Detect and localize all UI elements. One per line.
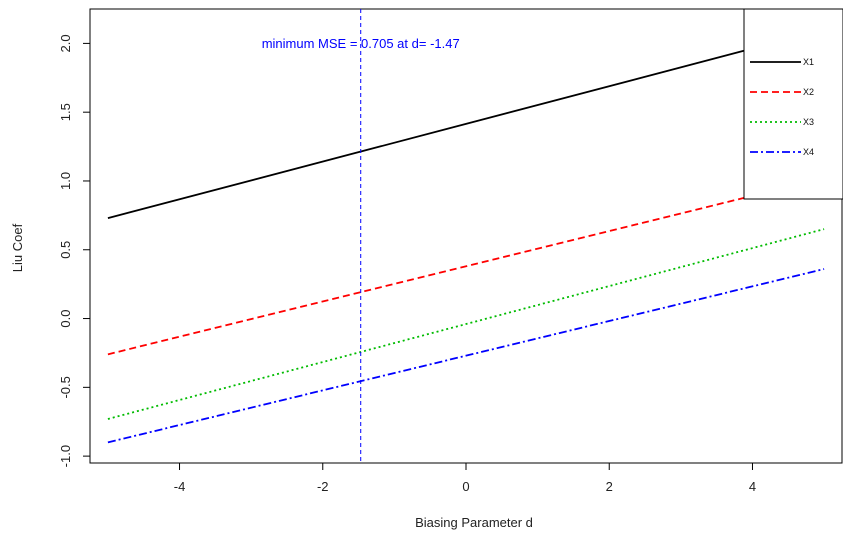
x-axis-title: Biasing Parameter d <box>415 515 533 530</box>
axis-ticks: -4 -2 0 2 4 -1.0 -0.5 0.0 0.5 1.0 1.5 2.0 <box>58 34 756 494</box>
legend-box <box>743 8 843 200</box>
series-lines <box>107 28 825 444</box>
minimum-mse-annotation: minimum MSE = 0.705 at d= -1.47 <box>262 36 460 51</box>
series-line-x4 <box>107 268 825 444</box>
x-tick-label: 0 <box>462 479 469 494</box>
y-tick-label: 0.0 <box>58 310 73 328</box>
y-tick-label: 1.0 <box>58 172 73 190</box>
y-tick-label: 0.5 <box>58 241 73 259</box>
x-tick-label: -4 <box>174 479 186 494</box>
series-line-x1 <box>107 28 825 219</box>
y-tick-label: 1.5 <box>58 103 73 121</box>
y-tick-label: -1.0 <box>58 445 73 467</box>
legend-label-x2: X2 <box>803 87 814 97</box>
x-tick-label: -2 <box>317 479 329 494</box>
legend-label-x4: X4 <box>803 147 814 157</box>
legend-label-x3: X3 <box>803 117 814 127</box>
x-tick-label: 2 <box>606 479 613 494</box>
series-line-x2 <box>107 177 825 356</box>
legend: X1 X2 X3 X4 <box>743 8 843 200</box>
series-line-x3 <box>107 228 825 420</box>
x-tick-label: 4 <box>749 479 756 494</box>
y-tick-label: -0.5 <box>58 376 73 398</box>
plot-frame <box>89 8 843 464</box>
legend-label-x1: X1 <box>803 57 814 67</box>
y-tick-label: 2.0 <box>58 34 73 52</box>
y-axis-title: Liu Coef <box>10 223 25 272</box>
